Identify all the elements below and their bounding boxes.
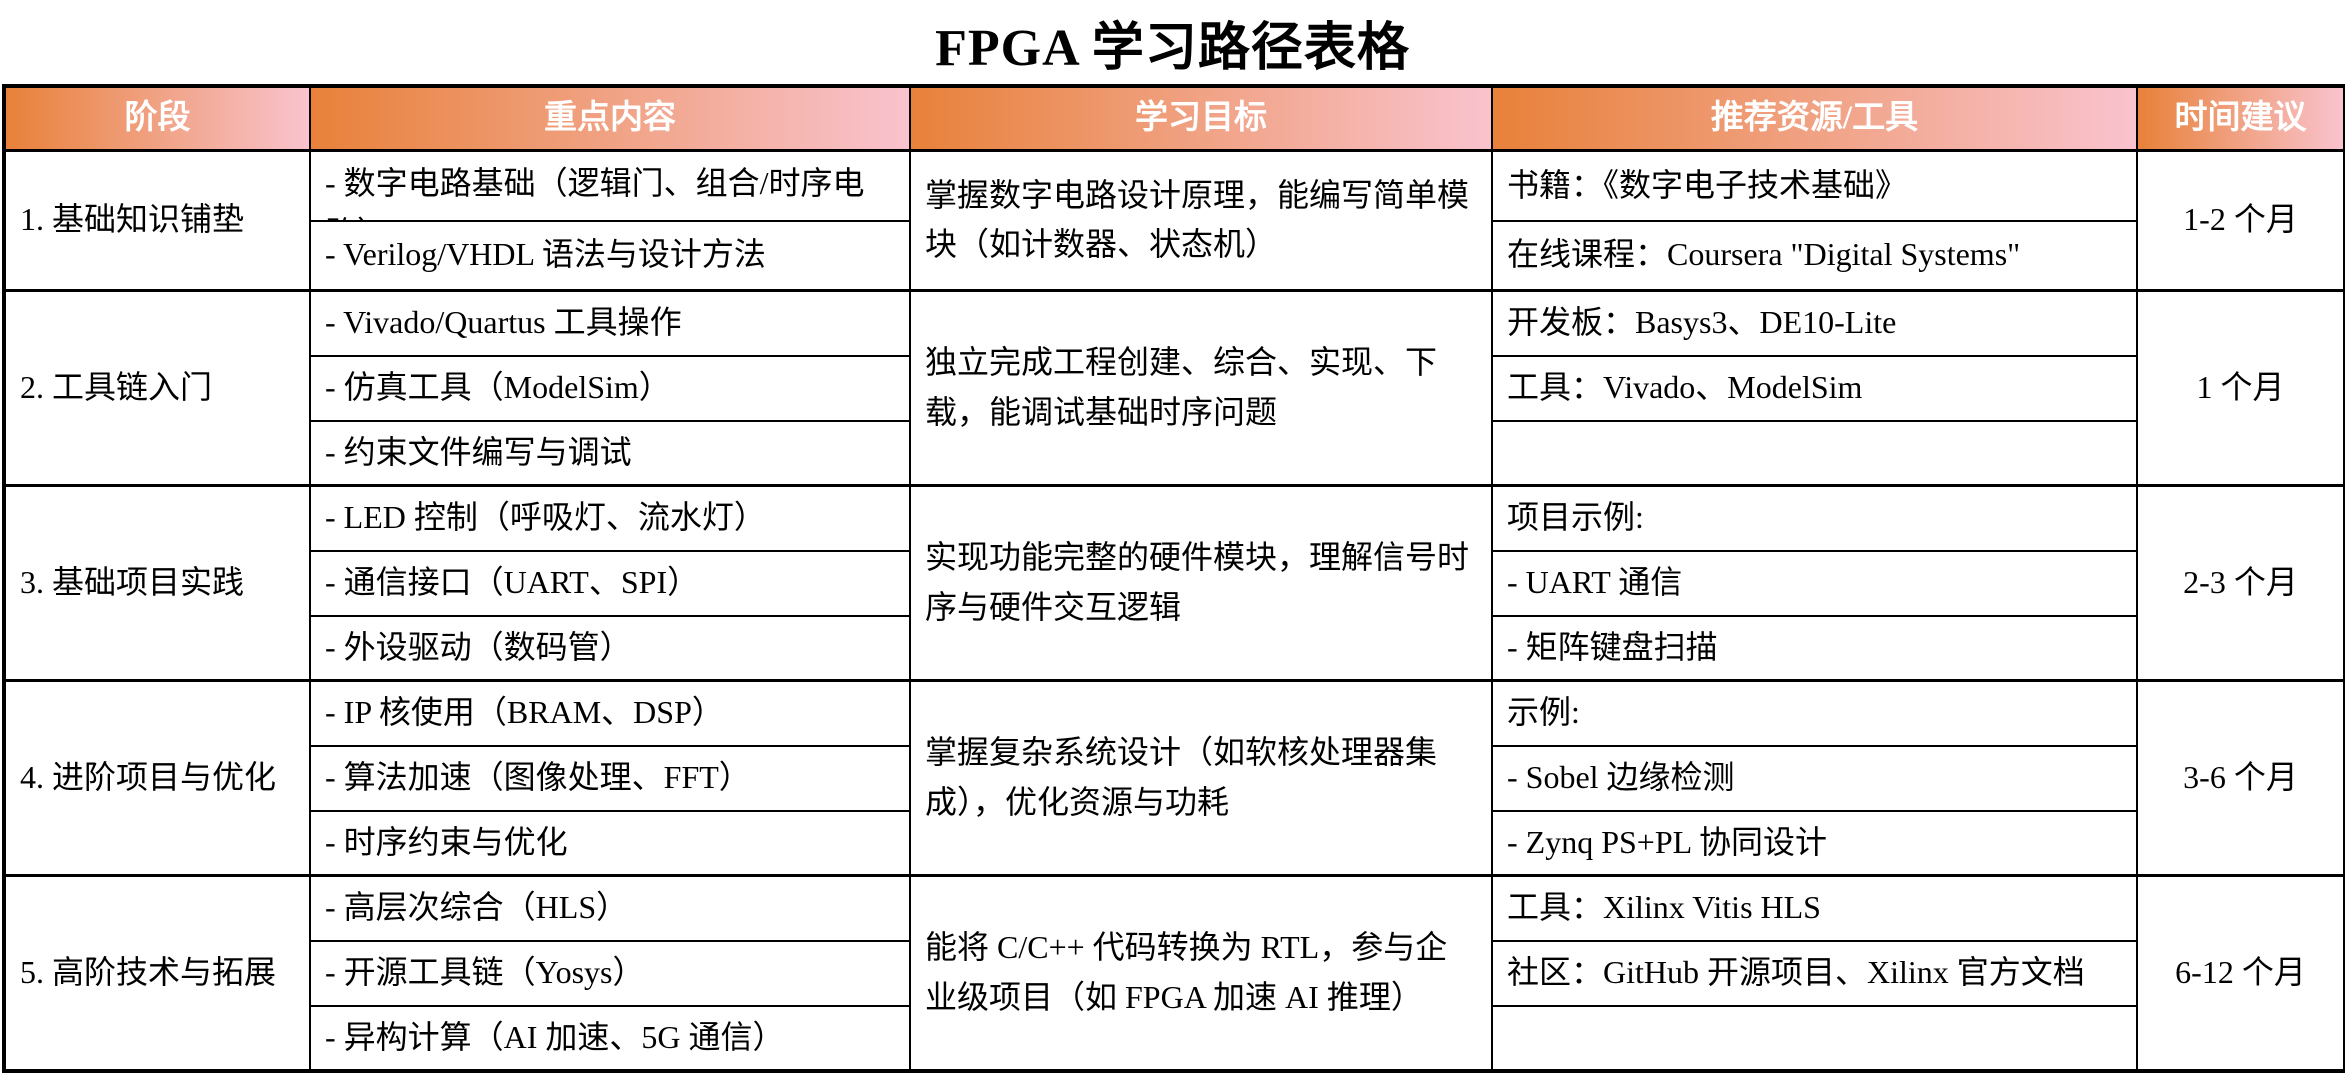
table-row: - 时序约束与优化 - Zynq PS+PL 协同设计 <box>4 809 2345 877</box>
table-row: - 通信接口（UART、SPI） - UART 通信 <box>4 549 2345 617</box>
resource-cell: 社区：GitHub 开源项目、Xilinx 官方文档 <box>1491 939 2138 1007</box>
resource-cell: 项目示例: <box>1491 484 2138 552</box>
resource-cell: 书籍：《数字电子技术基础》 <box>1491 148 2138 222</box>
table-row: - 算法加速（图像处理、FFT） - Sobel 边缘检测 <box>4 744 2345 812</box>
content-cell: - 异构计算（AI 加速、5G 通信） <box>309 1004 911 1072</box>
table-row: 5. 高阶技术与拓展 - 高层次综合（HLS） 能将 C/C++ 代码转换为 R… <box>3 874 2345 1072</box>
header-time: 时间建议 <box>2136 85 2345 152</box>
content-cell: - 算法加速（图像处理、FFT） <box>309 744 911 812</box>
stage-cell-3: 3. 基础项目实践 <box>3 484 311 682</box>
table-row: - 开源工具链（Yosys） 社区：GitHub 开源项目、Xilinx 官方文… <box>4 939 2345 1007</box>
stage-cell-4: 4. 进阶项目与优化 <box>3 679 311 877</box>
resource-cell: 在线课程：Coursera "Digital Systems" <box>1491 219 2138 292</box>
resource-cell: 工具：Vivado、ModelSim <box>1491 354 2138 422</box>
resource-cell: - Sobel 边缘检测 <box>1491 744 2138 812</box>
header-row: 阶段 重点内容 学习目标 推荐资源/工具 时间建议 <box>3 85 2345 152</box>
content-cell: - 仿真工具（ModelSim） <box>309 354 911 422</box>
content-cell: - 通信接口（UART、SPI） <box>309 549 911 617</box>
table-row: - Verilog/VHDL 语法与设计方法 在线课程：Coursera "Di… <box>4 219 2345 292</box>
stage-cell-5: 5. 高阶技术与拓展 <box>3 874 311 1072</box>
goal-cell-2: 独立完成工程创建、综合、实现、下载，能调试基础时序问题 <box>909 289 1493 487</box>
table-row: - 仿真工具（ModelSim） 工具：Vivado、ModelSim <box>4 354 2345 422</box>
table-row: 4. 进阶项目与优化 - IP 核使用（BRAM、DSP） 掌握复杂系统设计（如… <box>3 679 2345 877</box>
time-cell-4: 3-6 个月 <box>2136 679 2345 877</box>
content-cell: - 开源工具链（Yosys） <box>309 939 911 1007</box>
goal-cell-5: 能将 C/C++ 代码转换为 RTL，参与企业级项目（如 FPGA 加速 AI … <box>909 874 1493 1072</box>
resource-cell: - 矩阵键盘扫描 <box>1491 614 2138 682</box>
header-resources: 推荐资源/工具 <box>1491 85 2138 152</box>
title-bar: FPGA 学习路径表格 <box>0 0 2345 84</box>
table-row: - 异构计算（AI 加速、5G 通信） <box>4 1004 2345 1072</box>
page-title: FPGA 学习路径表格 <box>935 19 1410 77</box>
table-row: - 外设驱动（数码管） - 矩阵键盘扫描 <box>4 614 2345 682</box>
resource-cell: - UART 通信 <box>1491 549 2138 617</box>
content-cell: - 数字电路基础（逻辑门、组合/时序电路） <box>309 148 911 222</box>
goal-cell-4: 掌握复杂系统设计（如软核处理器集成），优化资源与功耗 <box>909 679 1493 877</box>
content-cell: - 外设驱动（数码管） <box>309 614 911 682</box>
fpga-roadmap-table: 阶段 重点内容 学习目标 推荐资源/工具 时间建议 1. 基础知识铺垫 - 数字… <box>2 84 2345 1073</box>
time-cell-5: 6-12 个月 <box>2136 874 2345 1072</box>
content-cell: - 时序约束与优化 <box>309 809 911 877</box>
header-goal: 学习目标 <box>909 85 1493 152</box>
header-stage: 阶段 <box>3 85 311 152</box>
resource-cell-empty <box>1491 1004 2138 1072</box>
resource-cell-empty <box>1491 419 2138 487</box>
content-cell: - Verilog/VHDL 语法与设计方法 <box>309 219 911 292</box>
table-row: 1. 基础知识铺垫 - 数字电路基础（逻辑门、组合/时序电路） 掌握数字电路设计… <box>3 148 2345 292</box>
resource-cell: 示例: <box>1491 679 2138 747</box>
time-cell-1: 1-2 个月 <box>2136 148 2345 292</box>
table-row: 2. 工具链入门 - Vivado/Quartus 工具操作 独立完成工程创建、… <box>3 289 2345 487</box>
time-cell-3: 2-3 个月 <box>2136 484 2345 682</box>
resource-cell: 工具：Xilinx Vitis HLS <box>1491 874 2138 942</box>
content-cell: - Vivado/Quartus 工具操作 <box>309 289 911 357</box>
resource-cell: 开发板：Basys3、DE10-Lite <box>1491 289 2138 357</box>
content-text-clipped: - 数字电路基础（逻辑门、组合/时序电路） <box>325 164 865 219</box>
time-cell-2: 1 个月 <box>2136 289 2345 487</box>
content-cell: - 约束文件编写与调试 <box>309 419 911 487</box>
goal-cell-3: 实现功能完整的硬件模块，理解信号时序与硬件交互逻辑 <box>909 484 1493 682</box>
content-cell: - LED 控制（呼吸灯、流水灯） <box>309 484 911 552</box>
goal-cell-1: 掌握数字电路设计原理，能编写简单模块（如计数器、状态机） <box>909 148 1493 292</box>
content-cell: - IP 核使用（BRAM、DSP） <box>309 679 911 747</box>
stage-cell-2: 2. 工具链入门 <box>3 289 311 487</box>
content-cell: - 高层次综合（HLS） <box>309 874 911 942</box>
resource-cell: - Zynq PS+PL 协同设计 <box>1491 809 2138 877</box>
table-row: 3. 基础项目实践 - LED 控制（呼吸灯、流水灯） 实现功能完整的硬件模块，… <box>3 484 2345 682</box>
stage-cell-1: 1. 基础知识铺垫 <box>3 148 311 292</box>
header-content: 重点内容 <box>309 85 911 152</box>
table-row: - 约束文件编写与调试 <box>4 419 2345 487</box>
